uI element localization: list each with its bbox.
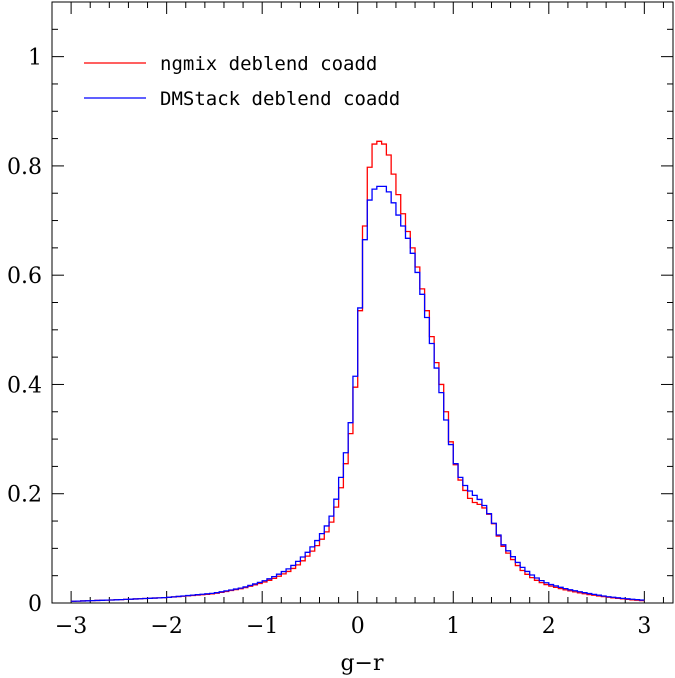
x-tick-label: 2	[542, 614, 556, 639]
y-tick-label: 0.2	[7, 483, 42, 508]
x-tick-label: −2	[150, 614, 182, 639]
x-tick-label: 1	[446, 614, 460, 639]
y-tick-label: 1	[28, 46, 42, 71]
x-tick-label: 3	[637, 614, 651, 639]
legend-label: DMStack deblend coadd	[160, 88, 400, 110]
series-dmstack-line	[71, 185, 645, 602]
y-tick-label: 0.8	[7, 155, 42, 180]
x-axis-label: g−r	[340, 651, 384, 676]
legend: ngmix deblend coadd DMStack deblend coadd	[84, 53, 400, 110]
legend-label: ngmix deblend coadd	[160, 53, 377, 75]
y-tick-label: 0.4	[7, 373, 42, 398]
x-tick-label: −3	[55, 614, 87, 639]
axis-ticks: −3 −2 −1 0 1 2 3 0 0.2 0.4 0.6 0.8 1	[7, 1, 673, 639]
y-tick-label: 0	[28, 592, 42, 617]
x-tick-label: −1	[246, 614, 278, 639]
y-tick-label: 0.6	[7, 264, 42, 289]
series-layer	[71, 140, 645, 602]
x-tick-label: 0	[351, 614, 365, 639]
